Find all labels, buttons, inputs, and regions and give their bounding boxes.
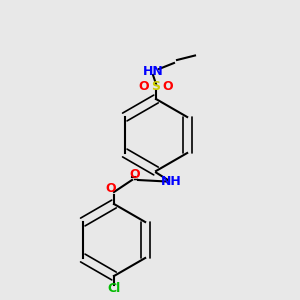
- Text: S: S: [152, 80, 160, 94]
- Text: Cl: Cl: [107, 281, 121, 295]
- Text: O: O: [163, 80, 173, 94]
- Text: O: O: [139, 80, 149, 94]
- Text: HN: HN: [142, 65, 164, 79]
- Text: NH: NH: [160, 175, 182, 188]
- Text: O: O: [130, 167, 140, 181]
- Text: O: O: [106, 182, 116, 196]
